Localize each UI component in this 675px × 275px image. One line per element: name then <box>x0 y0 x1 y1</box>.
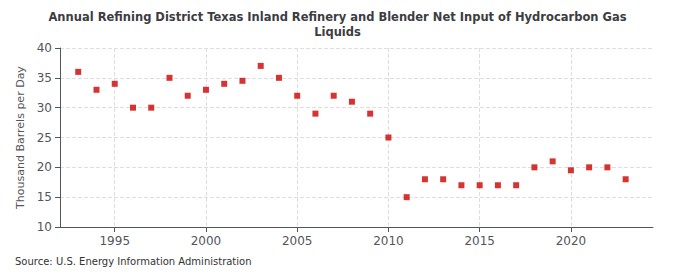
svg-text:10: 10 <box>37 220 52 234</box>
svg-text:35: 35 <box>37 71 52 85</box>
svg-text:40: 40 <box>37 41 52 55</box>
svg-text:2005: 2005 <box>282 234 313 248</box>
svg-text:Thousand Barrels per Day: Thousand Barrels per Day <box>14 66 27 210</box>
svg-text:30: 30 <box>37 101 52 115</box>
svg-text:1995: 1995 <box>99 234 130 248</box>
svg-text:Source: U.S. Energy Informatio: Source: U.S. Energy Information Administ… <box>15 256 252 267</box>
svg-text:25: 25 <box>37 131 52 145</box>
svg-text:2020: 2020 <box>556 234 587 248</box>
svg-text:15: 15 <box>37 190 52 204</box>
svg-text:2000: 2000 <box>191 234 222 248</box>
svg-text:20: 20 <box>37 160 52 174</box>
svg-text:Annual Refining District Texas: Annual Refining District Texas Inland Re… <box>48 10 626 24</box>
svg-text:2015: 2015 <box>464 234 495 248</box>
svg-text:2010: 2010 <box>373 234 404 248</box>
svg-text:Liquids: Liquids <box>314 25 361 39</box>
